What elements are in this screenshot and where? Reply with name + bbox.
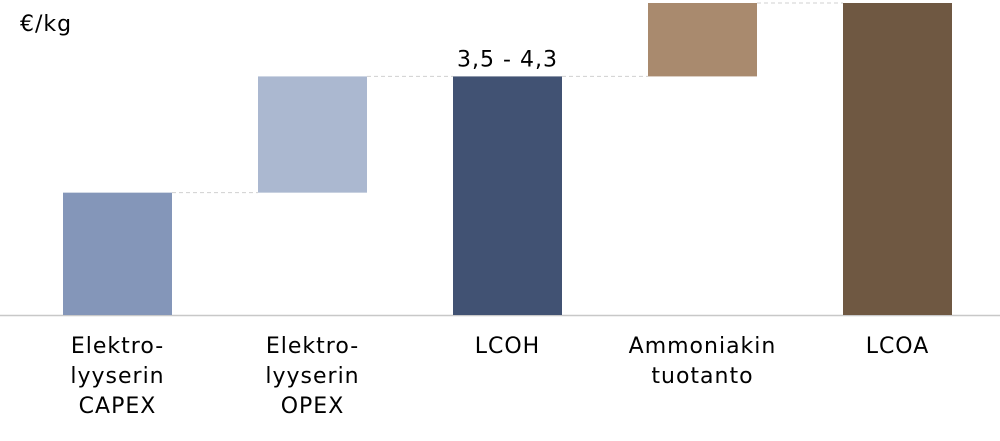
x-tick-label: Elektro-lyyserin CAPEX <box>70 334 164 419</box>
bar <box>648 3 757 77</box>
x-tick-label: LCOH <box>475 334 540 359</box>
y-axis-label: €/kg <box>20 12 72 37</box>
bar <box>453 76 562 315</box>
annotation: 3,5 - 4,3 <box>457 47 558 72</box>
bar <box>258 76 367 193</box>
bar <box>63 192 172 315</box>
bar <box>843 3 952 315</box>
x-tick-label: LCOA <box>866 334 930 359</box>
x-tick-label: Ammoniakin tuotanto <box>629 334 777 389</box>
x-tick-label: Elektro-lyyserin OPEX <box>265 334 359 419</box>
